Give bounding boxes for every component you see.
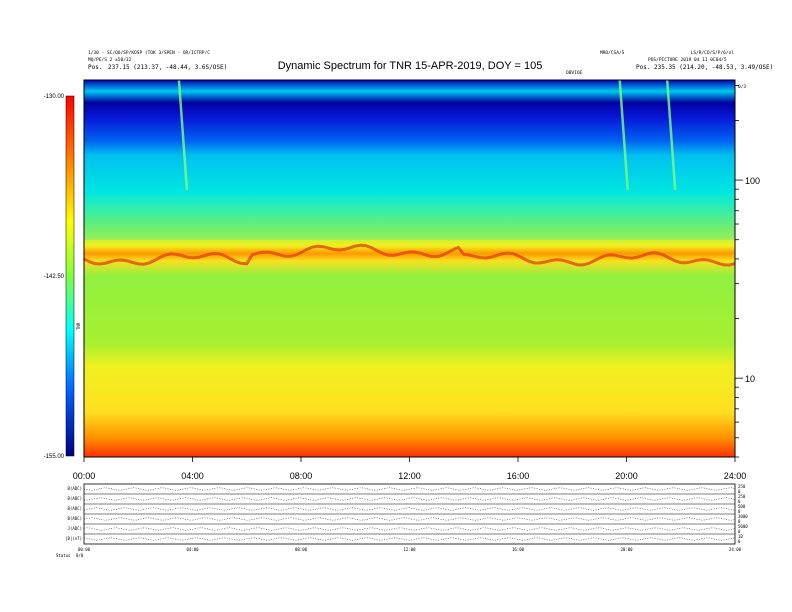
lower-panel-right-tick: 0: [738, 509, 741, 514]
footer-value: 0/0: [76, 553, 84, 558]
lower-panel-right-tick: 0: [738, 529, 741, 534]
lower-panel-label: B(ADC): [68, 496, 82, 501]
burst-track-0: [177, 79, 189, 191]
lower-x-tick-label: 04:00: [186, 547, 199, 552]
lower-x-tick-label: 16:00: [512, 547, 525, 552]
colorbar-tick-mid: -142.50: [44, 274, 65, 280]
spectrogram-plot: [83, 79, 736, 458]
lower-panel-right-tick: 250: [738, 484, 746, 489]
chart-title: Dynamic Spectrum for TNR 15-APR-2019, DO…: [278, 60, 543, 72]
lower-panel-label: |B|(nT): [65, 536, 82, 541]
spectrogram-background: [84, 80, 735, 457]
lower-x-tick-label: 12:00: [403, 547, 416, 552]
lower-panel-trace: [83, 527, 736, 531]
lower-panel-label: B(ADC): [68, 516, 82, 521]
lower-x-tick-label: 20:00: [620, 547, 633, 552]
colorbar: -130.00 -142.50 -155.00 TNR: [44, 94, 81, 460]
header-left-pos-value: 237.15 (213.37, -48.44, 3.6S/OSE): [108, 64, 227, 71]
lower-panel-right-tick: 0: [738, 489, 741, 494]
lower-panel-label: J(ADC): [68, 526, 82, 531]
header-mid-right: MRO/CSA/S: [600, 50, 625, 56]
lower-panel-right-tick: 250: [738, 494, 746, 499]
header-right-pos-value: 235.35 (214.20, -48.53, 3.49/OSE): [654, 64, 773, 71]
lower-panel-right-tick: 10: [738, 534, 743, 539]
colorbar-tick-bottom: -155.00: [44, 454, 65, 460]
header-right-line2: POS/PICTURE 2019 04 11 0C04/5: [648, 57, 727, 63]
x-tick-label: 24:00: [724, 471, 747, 481]
y-right-tick-label: 10: [745, 374, 755, 384]
header-right-line1: LS/R/CO/S/P/6/ol: [691, 50, 735, 56]
lower-panel-right-tick: 5000: [738, 524, 748, 529]
lower-panel-label: B(ADC): [68, 486, 82, 491]
lower-panel-label: B(ADC): [68, 506, 82, 511]
lower-panel-trace: [83, 487, 736, 491]
x-tick-label: 04:00: [181, 471, 204, 481]
lower-x-tick-label: 24:00: [729, 547, 742, 552]
lower-x-tick-label: 00:00: [78, 547, 91, 552]
background-level-band: [84, 199, 735, 240]
header-left-pos-label: Pos.: [88, 64, 102, 71]
lower-panel-right-tick: 0: [738, 539, 741, 544]
lower-panel-right-tick: 0: [738, 519, 741, 524]
lower-panel-trace: [83, 537, 736, 541]
x-tick-label: 08:00: [290, 471, 313, 481]
lower-panel-right-tick: 500: [738, 504, 746, 509]
lower-x-tick-label: 08:00: [295, 547, 308, 552]
header-left-line1: 1/30 - SC/QO/SP/KOSP (TOK 3/SPEN - OR/IC…: [88, 50, 210, 56]
colorbar-gradient: [65, 95, 75, 457]
red-peak-track: [83, 243, 736, 267]
header-right-pos-label: Pos.: [636, 64, 650, 71]
spectrogram-detail: [83, 79, 736, 267]
marker-mid: OBVIOE: [566, 70, 583, 76]
y-right-tick-label: 100: [745, 176, 760, 186]
colorbar-tick-top: -130.00: [44, 94, 65, 100]
marker-right: 0/3: [738, 84, 746, 90]
header-left-line2: MQ/PE/S 2 ±50/32: [88, 57, 132, 63]
x-tick-label: 16:00: [507, 471, 530, 481]
x-tick-label: 20:00: [615, 471, 638, 481]
x-tick-label: 00:00: [73, 471, 96, 481]
lower-panel-trace: [83, 507, 736, 511]
lower-panel-right-tick: 0: [738, 499, 741, 504]
burst-track-1: [618, 79, 629, 191]
y-axis-right: 100 10: [735, 85, 760, 458]
burst-track-2: [665, 79, 677, 191]
x-tick-label: 12:00: [398, 471, 421, 481]
lower-panel-trace: [83, 517, 736, 521]
x-axis: 00:00 04:00 08:00 12:00 16:00 20:00 24:00: [73, 457, 747, 481]
colorbar-label: TNR: [76, 322, 81, 330]
lower-panel-trace: [83, 497, 736, 501]
lower-panel-right-tick: 3000: [738, 514, 748, 519]
footer-label: Status: [56, 553, 71, 558]
